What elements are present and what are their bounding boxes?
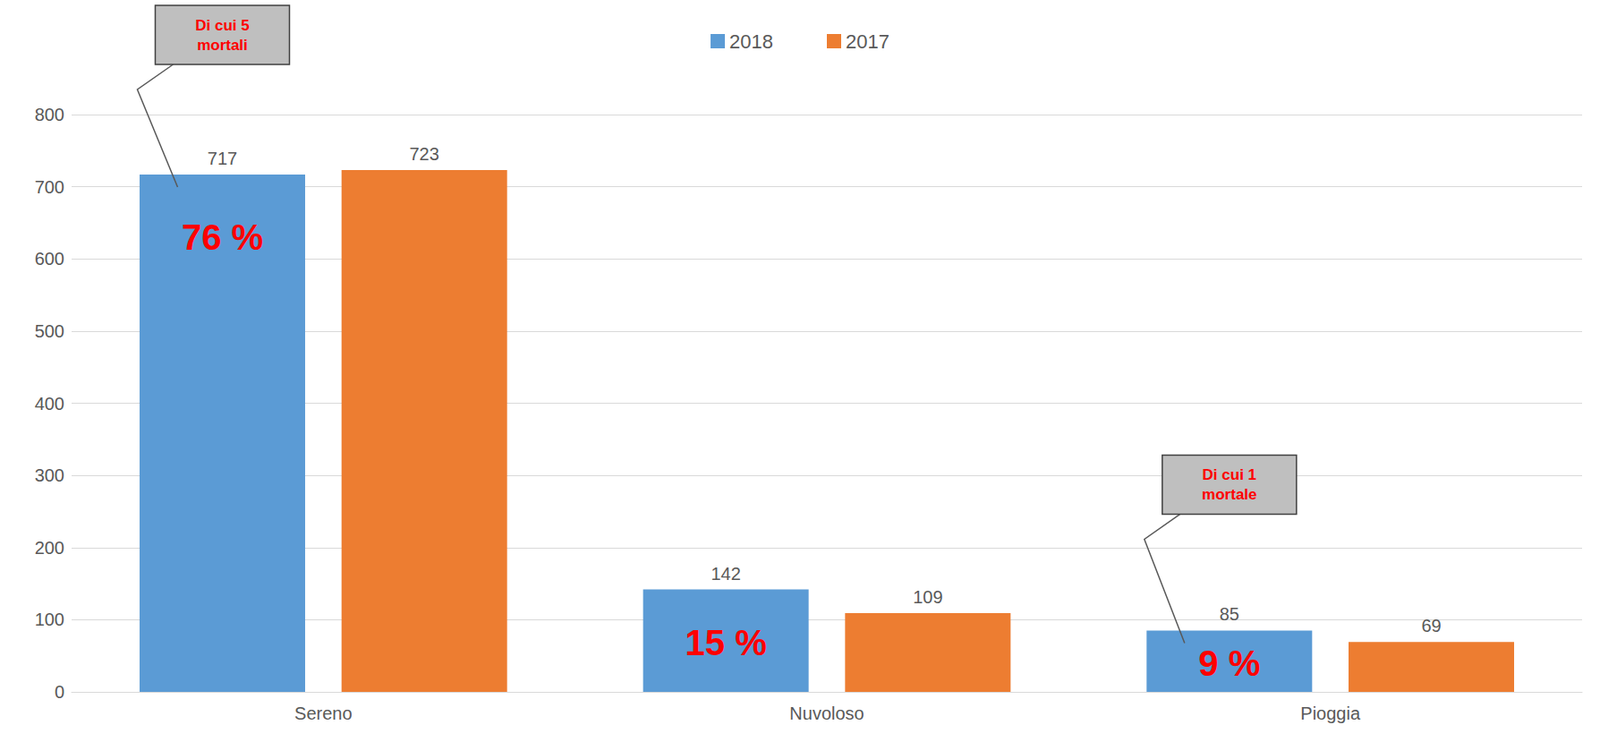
svg-text:109: 109 [912, 587, 943, 607]
svg-text:69: 69 [1421, 615, 1441, 636]
svg-text:717: 717 [207, 148, 238, 169]
svg-text:85: 85 [1219, 604, 1240, 624]
svg-text:300: 300 [34, 465, 65, 486]
svg-text:2017: 2017 [845, 30, 890, 53]
svg-text:15 %: 15 % [685, 622, 767, 663]
svg-text:9 %: 9 % [1198, 643, 1260, 683]
svg-text:500: 500 [34, 321, 65, 341]
svg-text:800: 800 [34, 104, 65, 125]
svg-text:mortali: mortali [196, 36, 248, 54]
svg-text:76 %: 76 % [181, 217, 264, 257]
svg-text:Di cui 1: Di cui 1 [1202, 466, 1257, 484]
svg-text:0: 0 [54, 681, 65, 702]
svg-text:200: 200 [34, 537, 65, 558]
svg-text:600: 600 [34, 248, 65, 269]
svg-text:mortale: mortale [1201, 485, 1257, 503]
svg-text:2018: 2018 [729, 30, 774, 53]
svg-text:400: 400 [34, 393, 65, 414]
svg-text:Di cui 5: Di cui 5 [195, 17, 249, 35]
svg-text:Sereno: Sereno [294, 703, 353, 724]
svg-text:700: 700 [34, 177, 65, 197]
svg-text:100: 100 [34, 609, 65, 630]
svg-text:Pioggia: Pioggia [1300, 703, 1362, 724]
svg-text:142: 142 [710, 563, 741, 584]
svg-text:Nuvoloso: Nuvoloso [789, 703, 864, 724]
svg-text:723: 723 [408, 144, 439, 164]
